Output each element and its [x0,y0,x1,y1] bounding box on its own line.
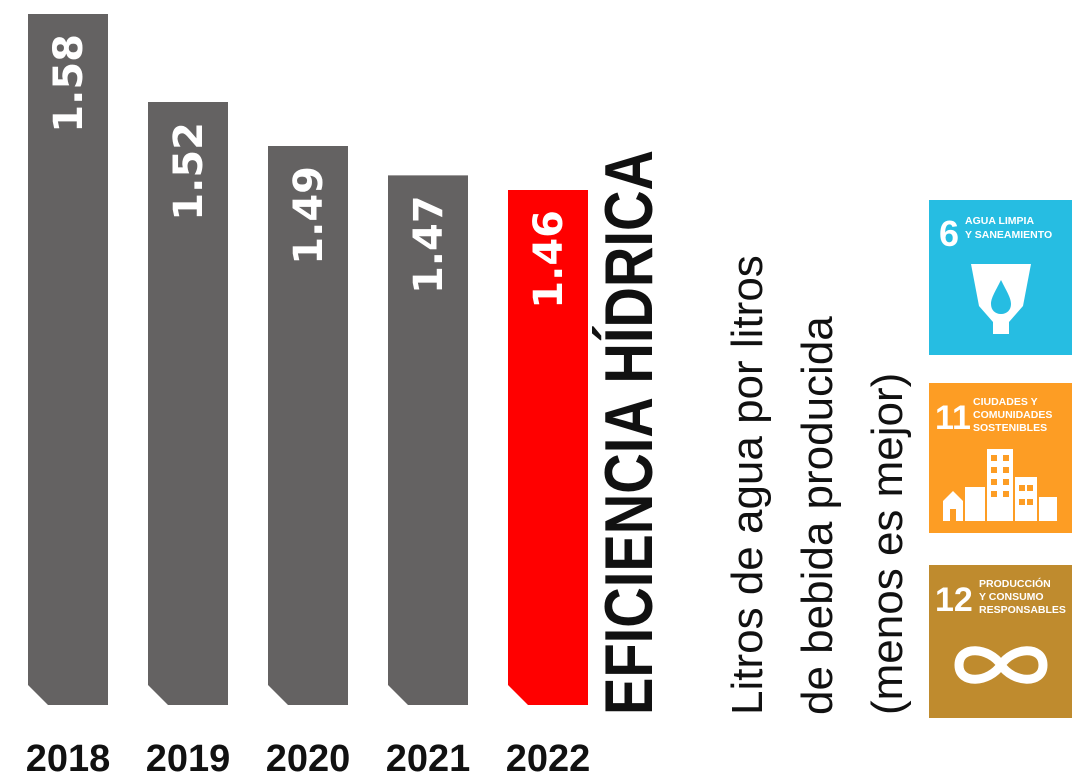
bar-2021 [388,175,468,706]
bars-group: 1.58 2018 1.52 2019 1.49 2020 1.47 2021 1.46 2022 [26,14,591,780]
sdg-11-number: 11 [935,399,971,437]
sdg-11-badge: 11 CIUDADES Y COMUNIDADES SOSTENIBLES [929,383,1072,533]
bar-2018 [28,14,108,705]
x-tick-label-2021: 2021 [386,738,471,780]
sdg-12-label-line-1: PRODUCCIÓN [979,577,1051,590]
x-tick-label-2020: 2020 [266,738,351,780]
infinity-loop-icon [954,646,1048,684]
bar-value-label-2020: 1.49 [286,166,332,265]
sdg-6-badge: 6 AGUA LIMPIA Y SANEAMIENTO [929,200,1072,355]
chart-subtitle-line-3: (menos es mejor) [863,373,912,715]
sdg-12-background [929,565,1072,718]
sdg-12-badge: 12 PRODUCCIÓN Y CONSUMO RESPONSABLES [929,565,1072,718]
sdg-11-label-line-1: CIUDADES Y [973,396,1038,408]
chart-title-group: EFICIENCIA HÍDRICA Litros de agua por li… [591,150,912,715]
sdg-6-label-line-1: AGUA LIMPIA [965,215,1034,227]
bar-value-label-2021: 1.47 [406,195,452,294]
bar-2022 [508,190,588,705]
sdg-12-number: 12 [935,581,973,619]
bar-value-label-2018: 1.58 [46,34,92,133]
x-tick-label-2019: 2019 [146,738,231,780]
sdg-11-label-line-2: COMUNIDADES [973,409,1052,421]
sdg-12-label-line-3: RESPONSABLES [979,604,1066,616]
chart-subtitle-line-2: de bebida producida [793,316,842,715]
water-drop-icon [971,264,1031,334]
x-tick-label-2022: 2022 [506,738,591,780]
x-tick-label-2018: 2018 [26,738,111,780]
bar-2019 [148,102,228,705]
bar-value-label-2022: 1.46 [526,210,572,309]
sdg-11-label-line-3: SOSTENIBLES [973,422,1047,434]
sdg-6-number: 6 [939,213,959,254]
building-windows [950,455,1033,521]
chart-subtitle-line-1: Litros de agua por litros [723,255,772,715]
bar-2020 [268,146,348,705]
sdg-6-label-line-2: Y SANEAMIENTO [965,229,1052,241]
sdg-12-label-line-2: Y CONSUMO [979,591,1044,603]
bar-value-label-2019: 1.52 [166,122,212,221]
chart-title: EFICIENCIA HÍDRICA [591,150,667,715]
